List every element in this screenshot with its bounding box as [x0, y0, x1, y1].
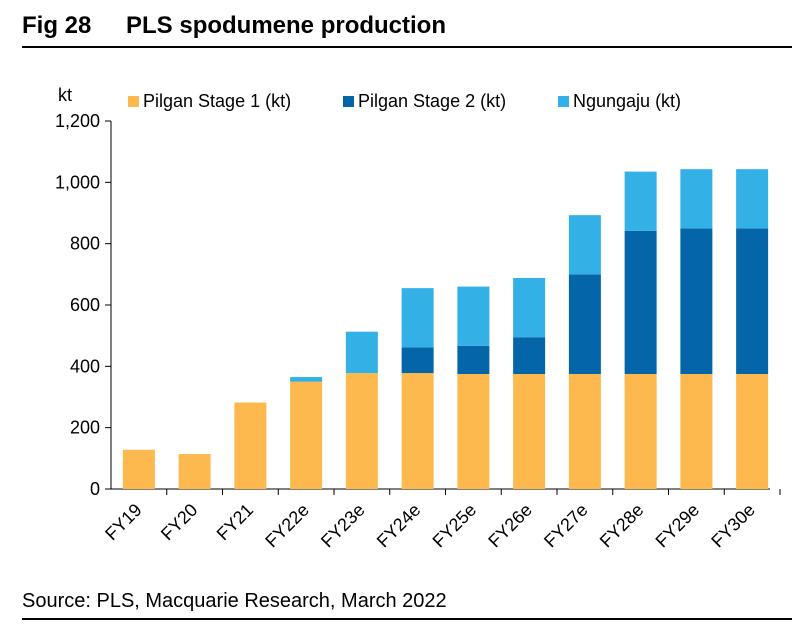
- y-tick-label: 0: [90, 479, 100, 499]
- x-tick-label: FY22e: [261, 500, 313, 552]
- y-tick-label: 800: [70, 234, 100, 254]
- y-tick-label: 400: [70, 356, 100, 376]
- x-tick-label: FY30e: [707, 500, 759, 552]
- bar-segment: [624, 230, 657, 374]
- bar-segment: [345, 331, 378, 374]
- bar-segment: [736, 169, 769, 229]
- y-tick-label: 200: [70, 418, 100, 438]
- y-tick-label: 600: [70, 295, 100, 315]
- legend: Pilgan Stage 1 (kt) Pilgan Stage 2 (kt) Ng…: [128, 91, 681, 111]
- bar-segment: [680, 374, 713, 489]
- bar-segment: [736, 228, 769, 374]
- x-tick-label: FY19: [101, 500, 146, 545]
- bar-segment: [624, 374, 657, 489]
- bars: [122, 169, 769, 489]
- bar-segment: [290, 377, 323, 382]
- bar-segment: [345, 373, 378, 489]
- legend-label: Ngungaju (kt): [573, 91, 681, 111]
- bar-segment: [178, 454, 211, 489]
- y-axis: 0 200 400 600 800 1,000 1,200 kt: [55, 85, 770, 499]
- x-tick-label: FY20: [157, 500, 202, 545]
- source-note: Source: PLS, Macquarie Research, March 2…: [22, 590, 447, 612]
- x-tick-label: FY25e: [429, 500, 481, 552]
- legend-label: Pilgan Stage 2 (kt): [358, 91, 506, 111]
- y-axis-label: kt: [58, 85, 72, 105]
- x-tick-label: FY24e: [373, 500, 425, 552]
- header-rule: [22, 46, 792, 48]
- bar-segment: [122, 449, 155, 489]
- bar-segment: [457, 286, 490, 346]
- legend-swatch: [558, 96, 569, 107]
- bar-segment: [513, 278, 546, 338]
- x-tick-labels: FY19 FY20 FY21 FY22e FY23e FY24e FY25e FY26e FY2…: [101, 489, 781, 552]
- figure-number: Fig 28: [22, 12, 92, 39]
- footer-rule: [22, 618, 792, 620]
- bar-segment: [568, 215, 601, 275]
- figure-title: PLS spodumene production: [126, 12, 447, 39]
- bar-segment: [234, 402, 267, 489]
- bar-segment: [457, 374, 490, 489]
- x-tick-label: FY21: [213, 500, 258, 545]
- bar-segment: [401, 288, 434, 348]
- bar-segment: [568, 374, 601, 489]
- bar-segment: [290, 381, 323, 489]
- y-tick-label: 1,000: [55, 172, 100, 192]
- bar-segment: [736, 374, 769, 489]
- x-tick-label: FY26e: [484, 500, 536, 552]
- bar-segment: [568, 274, 601, 374]
- x-tick-label: FY27e: [540, 500, 592, 552]
- y-tick-label: 1,200: [55, 111, 100, 131]
- legend-swatch: [128, 96, 139, 107]
- legend-swatch: [343, 96, 354, 107]
- bar-segment: [680, 169, 713, 229]
- figure-header: Fig 28 PLS spodumene production: [22, 12, 446, 40]
- x-tick-label: FY29e: [652, 500, 704, 552]
- legend-label: Pilgan Stage 1 (kt): [143, 91, 291, 111]
- bar-segment: [680, 228, 713, 374]
- bar-segment: [624, 171, 657, 231]
- bar-segment: [401, 373, 434, 489]
- x-tick-label: FY28e: [596, 500, 648, 552]
- bar-segment: [401, 347, 434, 374]
- x-tick-label: FY23e: [317, 500, 369, 552]
- bar-segment: [513, 337, 546, 374]
- bar-segment: [513, 374, 546, 489]
- bar-segment: [457, 345, 490, 374]
